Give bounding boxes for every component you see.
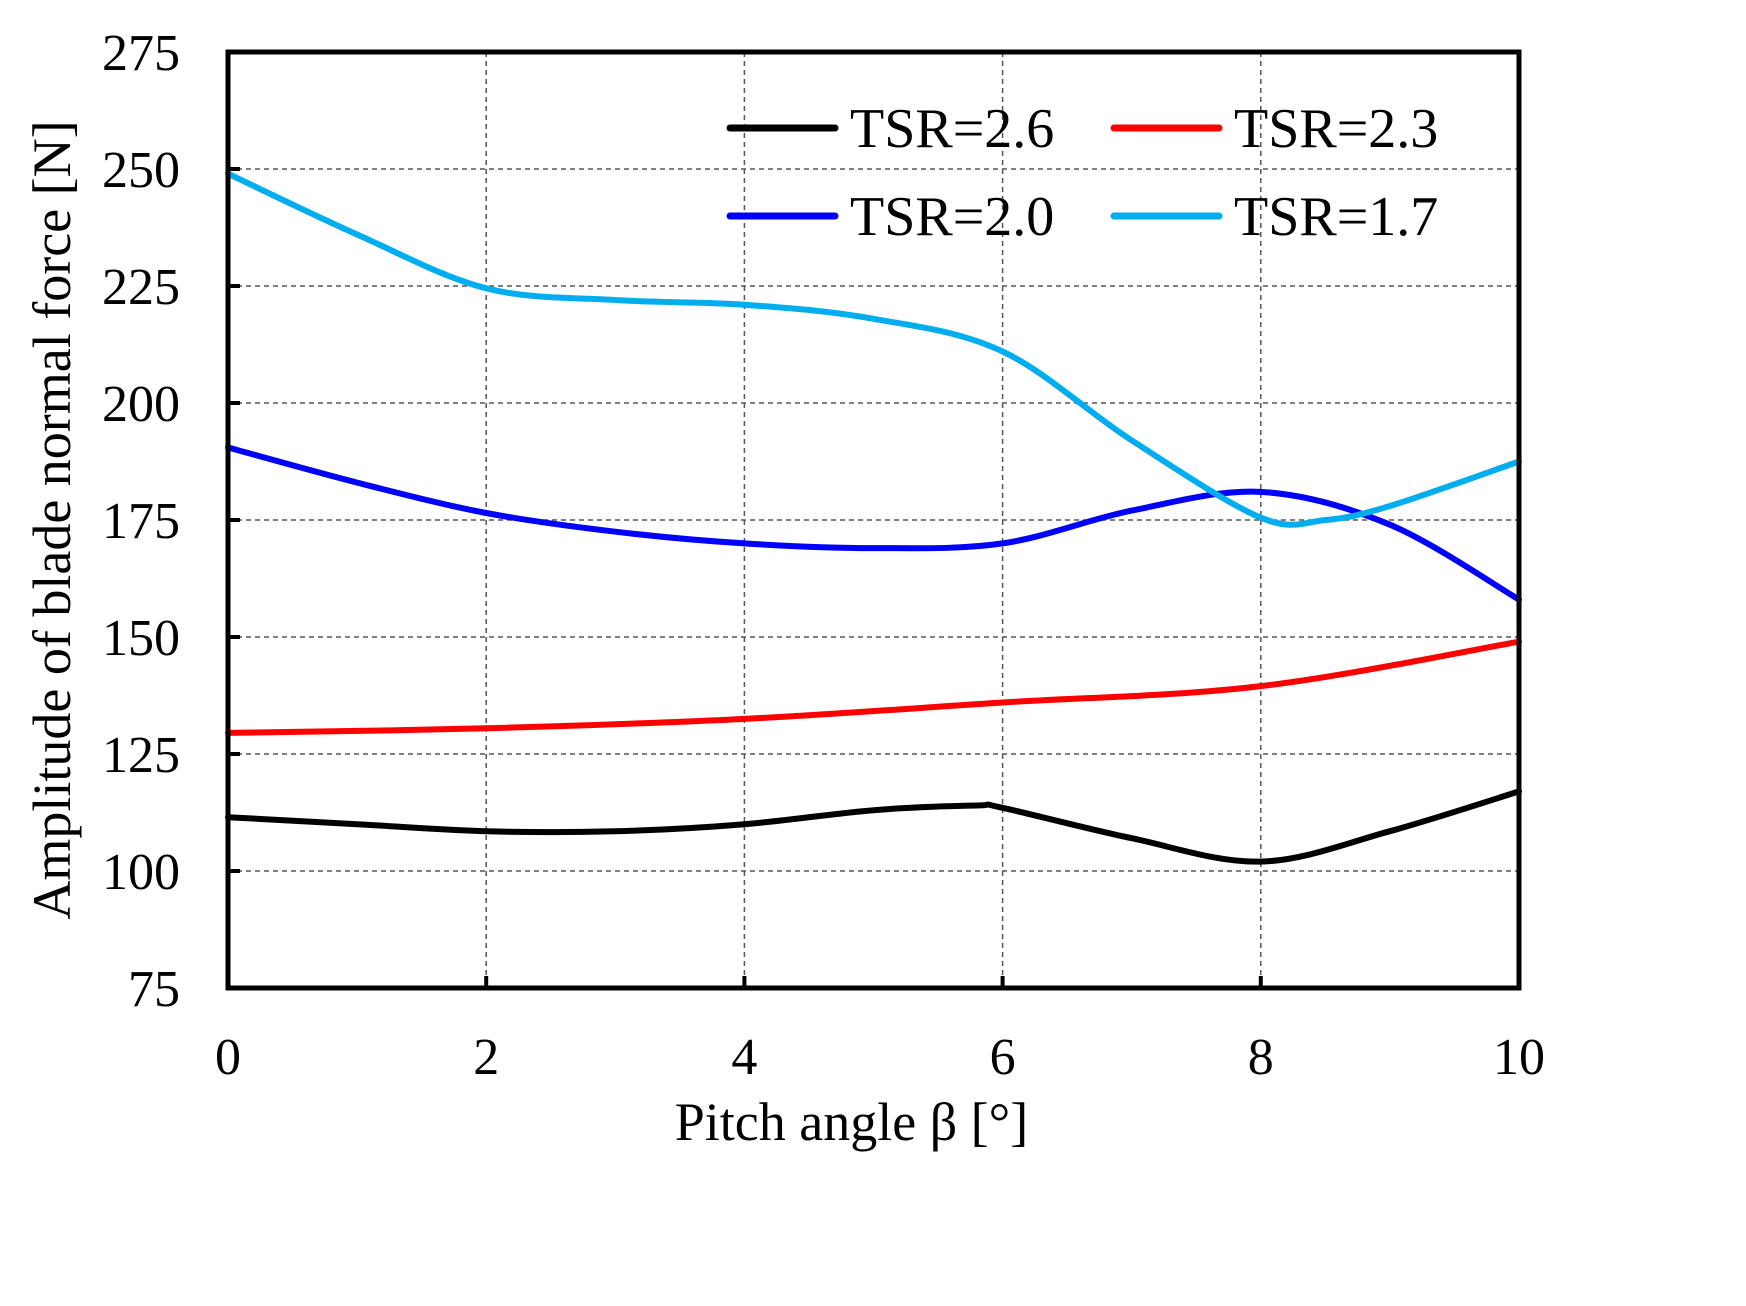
y-tick-label: 100 bbox=[102, 844, 180, 901]
series-line-tsr-1-7 bbox=[225, 170, 1522, 528]
y-tick-label: 125 bbox=[102, 727, 180, 784]
x-tick-label: 6 bbox=[990, 1029, 1016, 1086]
legend-label-tsr-2-0: TSR=2.0 bbox=[850, 186, 1054, 248]
legend-label-tsr-2-3: TSR=2.3 bbox=[1234, 98, 1438, 160]
x-tick-label: 4 bbox=[731, 1029, 757, 1086]
y-tick-label: 175 bbox=[102, 493, 180, 550]
x-tick-label: 10 bbox=[1493, 1029, 1545, 1086]
x-tick-label: 2 bbox=[473, 1029, 499, 1086]
y-tick-label: 225 bbox=[102, 259, 180, 316]
ticks: 75 100 125 150 175 200 225 250 275 0 2 4 6 8 10 bbox=[102, 25, 1545, 1086]
series-line-tsr-2-6 bbox=[225, 788, 1522, 865]
legend-label-tsr-1-7: TSR=1.7 bbox=[1234, 186, 1438, 248]
x-axis-label: Pitch angle β [°] bbox=[675, 1092, 1028, 1152]
legend: TSR=2.6 TSR=2.3 TSR=2.0 TSR=1.7 bbox=[726, 98, 1438, 248]
y-axis-label: Amplitude of blade normal force [N] bbox=[22, 120, 82, 919]
y-tick-label: 150 bbox=[102, 610, 180, 667]
y-tick-label: 75 bbox=[128, 961, 180, 1018]
x-tick-label: 8 bbox=[1248, 1029, 1274, 1086]
series-line-tsr-2-3 bbox=[225, 638, 1522, 736]
series-line-tsr-2-0 bbox=[225, 444, 1522, 603]
grid bbox=[228, 52, 1519, 988]
y-tick-label: 250 bbox=[102, 142, 180, 199]
y-tick-label: 275 bbox=[102, 25, 180, 82]
x-tick-label: 0 bbox=[215, 1029, 241, 1086]
series-lines bbox=[225, 170, 1522, 865]
legend-label-tsr-2-6: TSR=2.6 bbox=[850, 98, 1054, 160]
y-tick-label: 200 bbox=[102, 376, 180, 433]
